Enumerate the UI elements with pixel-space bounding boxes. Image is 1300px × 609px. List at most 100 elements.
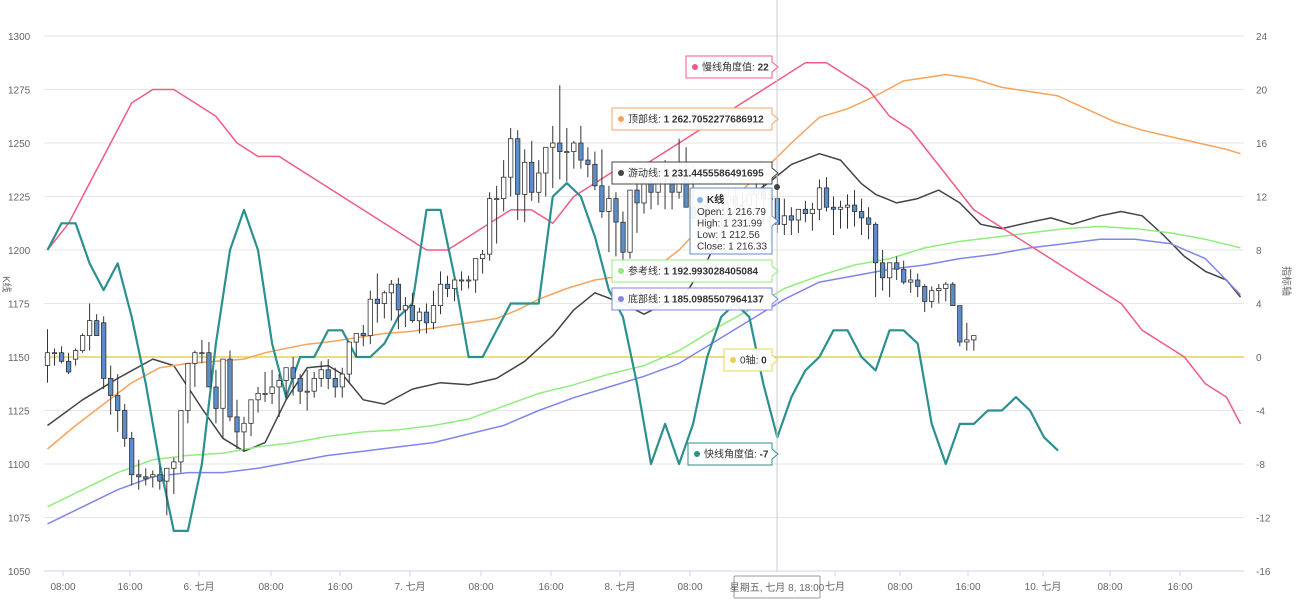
candle-body — [80, 335, 86, 352]
flag-name: 游动线 — [628, 167, 658, 180]
candle-body — [59, 352, 65, 362]
candle-body — [374, 298, 381, 304]
y-right-tick-label: -12 — [1256, 514, 1271, 525]
candle-body — [44, 352, 51, 366]
kline-tooltip-box — [689, 187, 779, 255]
flag-value: 1 262.7052277686912 — [664, 115, 765, 126]
candle-body — [430, 305, 437, 324]
crosshair-point — [774, 184, 780, 190]
candle-body — [550, 142, 556, 148]
candle-body — [409, 305, 416, 322]
y-right-tick-label: 20 — [1256, 86, 1268, 97]
candle-body — [929, 290, 935, 302]
candle-body — [283, 367, 289, 381]
x-tick-label: 16:00 — [1167, 582, 1192, 593]
flag-dot-icon — [692, 64, 698, 70]
flag-name: 顶部线 — [628, 113, 658, 126]
candle-body — [227, 358, 233, 418]
candle-body — [852, 204, 858, 212]
candle-body — [634, 189, 640, 204]
candle-body — [571, 142, 577, 153]
y-left-tick-label: 1050 — [8, 567, 31, 578]
candle-body — [437, 283, 444, 307]
candle-body — [87, 320, 93, 337]
candle-body — [859, 211, 865, 219]
y-left-tick-label: 1075 — [8, 514, 31, 525]
candle-body — [339, 373, 345, 388]
candle-body — [94, 320, 100, 337]
x-tick-label: 08:00 — [677, 582, 702, 593]
flag-zero: 0轴: 0 — [723, 348, 779, 372]
flag-name: 底部线 — [628, 293, 658, 306]
candle-body — [908, 279, 914, 283]
flag-sep: : — [658, 169, 664, 180]
candle-body — [494, 198, 500, 201]
kline-tooltip-close: Close: 1 216.33 — [697, 242, 767, 253]
flag-bottom: 底部线: 1 185.0985507964137 — [611, 287, 779, 311]
flag-value: 0 — [761, 356, 767, 367]
candle-body — [887, 262, 893, 279]
x-tick-label: 七月 — [825, 581, 845, 593]
flag-dot-icon — [618, 170, 624, 176]
kline-tooltip-low: Low: 1 212.56 — [697, 230, 760, 241]
candle-body — [823, 187, 830, 208]
flag-box — [611, 287, 779, 311]
candle-body — [276, 380, 282, 388]
y-left-tick-label: 1200 — [8, 246, 31, 257]
y-right-tick-label: 12 — [1256, 193, 1268, 204]
candle-body — [479, 253, 486, 260]
flag-label: 游动线: 1 231.4455586491695 — [628, 167, 764, 180]
candle-body — [557, 142, 563, 153]
series-line-参考线 — [47, 225, 1241, 508]
candle-body — [599, 185, 605, 212]
candle-body — [809, 208, 816, 215]
candle-body — [66, 360, 72, 373]
candle-body — [844, 204, 851, 208]
candle-body — [297, 377, 303, 392]
flag-value: -7 — [760, 450, 769, 461]
flag-sep: : — [752, 63, 758, 74]
candle-body — [501, 176, 507, 199]
series-line-底部线 — [47, 238, 1242, 525]
candle-body — [402, 305, 409, 311]
candle-body — [346, 341, 352, 375]
flag-sep: : — [658, 267, 664, 278]
y-right-tick-label: -8 — [1256, 460, 1265, 471]
candle-body — [873, 223, 879, 264]
candle-body — [508, 138, 514, 178]
x-tick-label: 8. 七月 — [604, 581, 635, 593]
candle-body — [837, 206, 844, 210]
flag-label: 快线角度值: -7 — [704, 448, 769, 461]
candle-body — [515, 138, 521, 195]
series-line-快线角度值 — [46, 182, 1059, 532]
candle-body — [234, 416, 240, 433]
candle-body — [311, 377, 317, 392]
x-tick-label: 08:00 — [50, 582, 75, 593]
y-left-tick-label: 1250 — [8, 139, 31, 150]
candle-body — [613, 198, 619, 223]
crosshair-time-box — [733, 575, 821, 599]
flag-box — [611, 161, 779, 185]
candle-body — [171, 461, 177, 469]
x-tick-label: 16:00 — [538, 582, 563, 593]
candle-body — [325, 369, 331, 379]
y-right-tick-label: 4 — [1256, 300, 1262, 311]
candle-body — [915, 279, 921, 287]
flag-box — [685, 55, 779, 79]
kline-tooltip-dot-icon — [697, 197, 703, 203]
candle-body — [395, 283, 402, 311]
flag-box — [687, 442, 779, 466]
flag-label: 底部线: 1 185.0985507964137 — [628, 293, 764, 306]
candle-body — [781, 215, 788, 225]
candle-body — [564, 151, 570, 154]
y-right-tick-label: -16 — [1256, 567, 1271, 578]
y-left-axis-title: K线 — [0, 276, 13, 293]
flag-label: 参考线: 1 192.993028405084 — [628, 265, 759, 278]
x-tick-label: 6. 七月 — [183, 581, 214, 593]
flag-ref: 参考线: 1 192.993028405084 — [611, 259, 779, 283]
candle-body — [290, 367, 296, 379]
candle-body — [957, 305, 963, 343]
flag-dot-icon — [618, 268, 624, 274]
y-right-tick-label: -4 — [1256, 407, 1265, 418]
candle-body — [122, 410, 128, 439]
